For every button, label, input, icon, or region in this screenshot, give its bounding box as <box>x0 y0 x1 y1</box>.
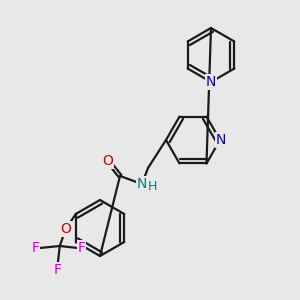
Text: O: O <box>60 222 71 236</box>
Text: F: F <box>54 263 62 277</box>
Text: O: O <box>103 154 113 168</box>
Text: F: F <box>32 241 40 255</box>
Text: N: N <box>137 177 147 191</box>
Text: N: N <box>206 75 216 89</box>
Text: F: F <box>78 241 86 255</box>
Text: N: N <box>216 133 226 147</box>
Text: H: H <box>147 179 157 193</box>
